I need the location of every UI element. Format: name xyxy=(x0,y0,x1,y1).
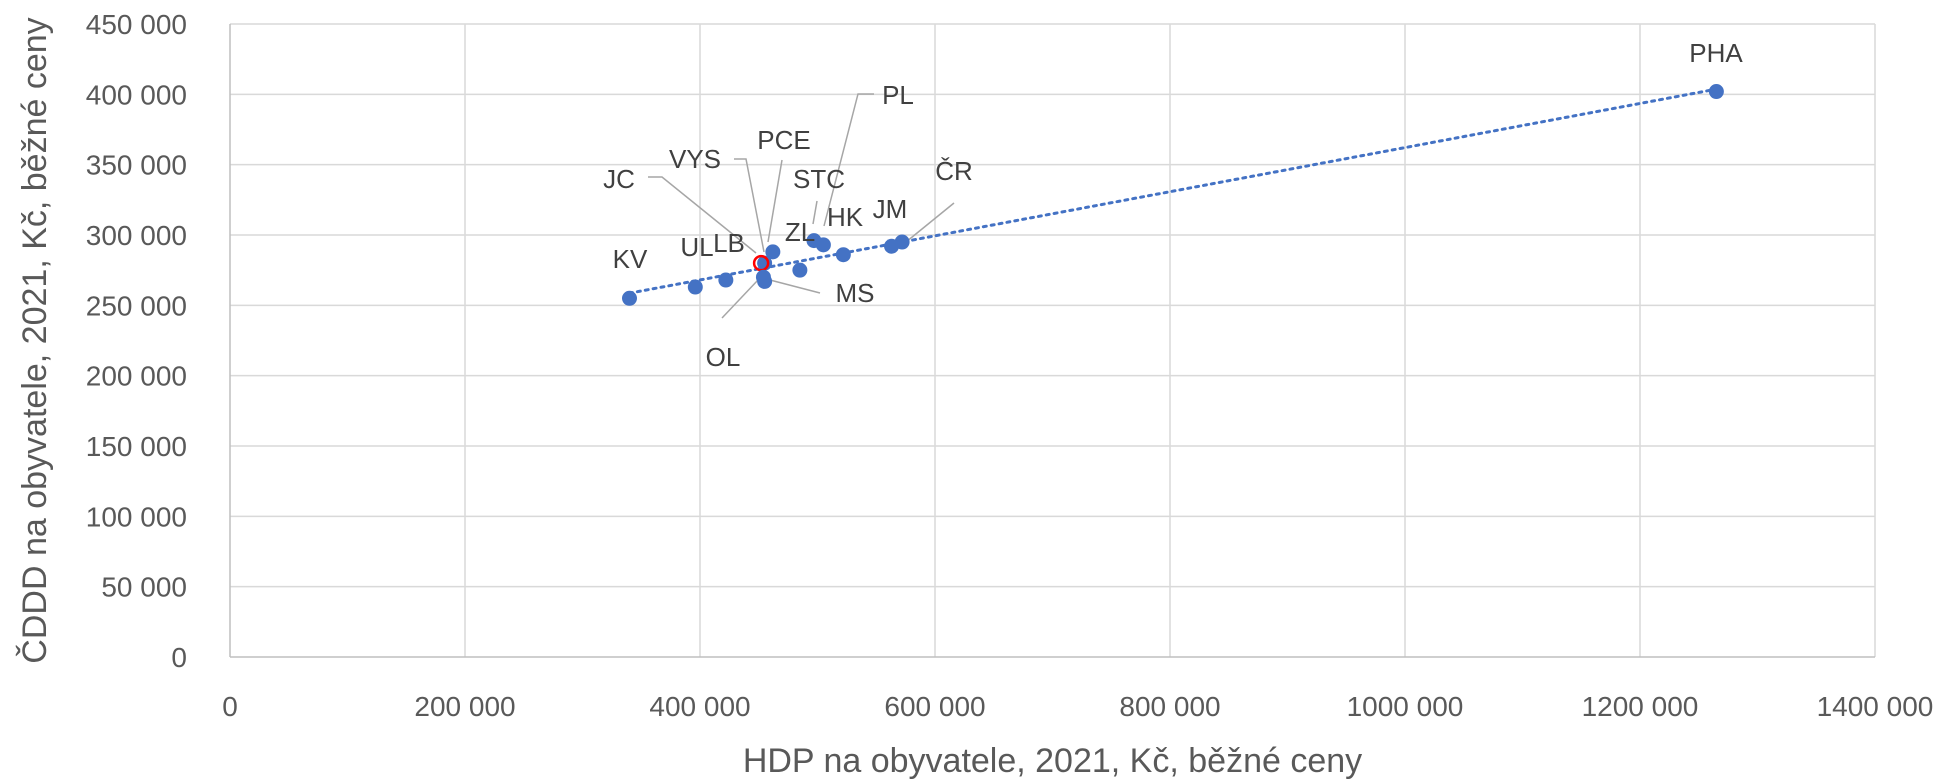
data-point xyxy=(755,269,771,285)
data-point xyxy=(718,272,734,288)
data-point xyxy=(792,262,808,278)
point-label: UL xyxy=(680,232,713,262)
y-tick-label: 150 000 xyxy=(86,431,187,462)
point-label: OL xyxy=(706,342,741,372)
y-tick-label: 400 000 xyxy=(86,79,187,110)
y-tick-label: 450 000 xyxy=(86,9,187,40)
x-tick-label: 400 000 xyxy=(649,691,750,722)
x-tick-label: 800 000 xyxy=(1119,691,1220,722)
x-axis-title: HDP na obyvatele, 2021, Kč, běžné ceny xyxy=(743,742,1362,780)
y-tick-label: 300 000 xyxy=(86,220,187,251)
leader-line xyxy=(767,159,783,243)
leader-line xyxy=(721,279,759,319)
y-tick-label: 250 000 xyxy=(86,290,187,321)
leader-line xyxy=(823,93,874,227)
point-label: PHA xyxy=(1689,38,1743,68)
point-label: VYS xyxy=(669,144,721,174)
x-tick-label: 600 000 xyxy=(884,691,985,722)
leader-line xyxy=(734,158,765,253)
point-label: JM xyxy=(873,194,908,224)
x-tick-label: 200 000 xyxy=(414,691,515,722)
point-label: ČR xyxy=(935,156,973,186)
data-point xyxy=(1708,84,1724,100)
y-tick-label: 50 000 xyxy=(101,572,187,603)
x-tick-label: 0 xyxy=(222,691,238,722)
leader-line xyxy=(648,176,757,254)
y-tick-label: 350 000 xyxy=(86,150,187,181)
data-point xyxy=(622,290,637,306)
trendline-group xyxy=(628,87,1718,295)
point-label: MS xyxy=(836,278,875,308)
point-label: PL xyxy=(882,80,914,110)
y-tick-label: 200 000 xyxy=(86,361,187,392)
x-tick-label: 1000 000 xyxy=(1347,691,1464,722)
data-point xyxy=(884,238,900,254)
y-tick-label: 0 xyxy=(171,642,187,673)
axes xyxy=(229,24,1875,658)
point-label: LB xyxy=(713,228,745,258)
data-point xyxy=(765,244,781,260)
data-point xyxy=(806,233,822,249)
y-tick-label: 100 000 xyxy=(86,501,187,532)
data-point xyxy=(687,279,703,295)
trendline xyxy=(628,87,1718,295)
point-label: JC xyxy=(603,164,635,194)
leader-line xyxy=(769,279,821,294)
x-tick-label: 1400 000 xyxy=(1817,691,1934,722)
data-points xyxy=(622,84,1724,306)
point-label: KV xyxy=(613,244,648,274)
leader-line xyxy=(812,200,818,225)
x-tick-labels: 0 200 000 400 000 600 000 800 000 1000 000 120… xyxy=(222,691,1933,722)
point-label: ZL xyxy=(785,217,815,247)
x-tick-label: 1200 000 xyxy=(1582,691,1699,722)
point-label: PCE xyxy=(757,125,810,155)
y-tick-labels: 0 50 000 100 000 150 000 200 000 250 000 300 0… xyxy=(86,9,187,673)
y-axis-title: ČDDD na obyvatele, 2021, Kč, běžné ceny xyxy=(16,17,54,663)
leader-lines xyxy=(648,93,955,319)
point-label: HK xyxy=(827,202,864,232)
data-point xyxy=(835,247,851,263)
point-label: STC xyxy=(793,164,845,194)
leader-line xyxy=(905,202,955,243)
gridlines xyxy=(230,23,1876,657)
